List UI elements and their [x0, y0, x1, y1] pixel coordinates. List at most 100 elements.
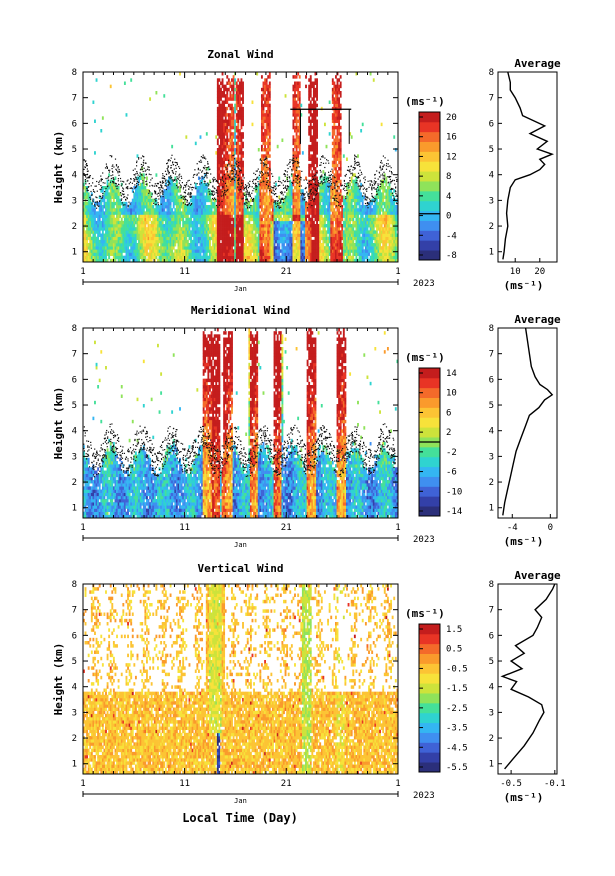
heatmap-cell [260, 116, 263, 120]
heatmap-cell [87, 233, 90, 237]
heatmap-cell [355, 211, 358, 215]
heatmap-cell [311, 220, 314, 225]
heatmap-cell [133, 198, 136, 203]
heatmap-cell [314, 138, 317, 142]
heatmap-cell [298, 214, 301, 218]
heatmap-cell [294, 220, 296, 225]
heatmap-cell [213, 220, 216, 225]
heatmap-cell [130, 208, 133, 212]
heatmap-cell [341, 211, 344, 215]
heatmap-cell [319, 192, 322, 196]
heatmap-cell [229, 173, 232, 177]
heatmap-cell [201, 211, 204, 215]
heatmap-cell [248, 255, 251, 260]
heatmap-cell [116, 201, 118, 206]
heatmap-cell [338, 252, 341, 256]
heatmap-cell [210, 214, 213, 218]
heatmap-cell [164, 258, 167, 262]
heatmap-cell [298, 230, 301, 234]
heatmap-cell [227, 239, 230, 244]
heatmap-cell [257, 192, 260, 196]
heatmap-cell [319, 224, 322, 228]
heatmap-cell [257, 249, 260, 253]
heatmap-cell [294, 163, 296, 168]
heatmap-cell [229, 224, 232, 228]
heatmap-cell [117, 255, 120, 260]
heatmap-cell [279, 211, 282, 215]
heatmap-cell [234, 119, 237, 123]
heatmap-cell [131, 208, 134, 212]
heatmap-cell [319, 227, 322, 231]
heatmap-cell [287, 205, 290, 209]
heatmap-cell [342, 233, 345, 237]
heatmap-cell [284, 214, 287, 218]
heatmap-cell [205, 258, 208, 262]
heatmap-cell [174, 224, 177, 228]
heatmap-cell [346, 214, 348, 218]
heatmap-cell [350, 217, 353, 222]
heatmap-cell [303, 243, 306, 247]
heatmap-cell [235, 87, 238, 92]
heatmap-cell [308, 106, 311, 111]
heatmap-cell [242, 110, 244, 114]
heatmap-cell [335, 97, 337, 101]
heatmap-cell [328, 100, 331, 104]
heatmap-cell [353, 230, 356, 234]
heatmap-cell [297, 230, 300, 234]
heatmap-cell [338, 179, 341, 184]
heatmap-cell [336, 224, 339, 228]
heatmap-cell [166, 230, 169, 234]
heatmap-cell [108, 236, 111, 241]
heatmap-cell [294, 113, 296, 117]
heatmap-cell [331, 217, 334, 222]
heatmap-cell [314, 119, 317, 123]
heatmap-cell [295, 233, 298, 237]
heatmap-cell [292, 75, 295, 79]
heatmap-cell [276, 144, 279, 149]
heatmap-cell [352, 179, 355, 184]
heatmap-cell [188, 258, 191, 262]
heatmap-cell [235, 233, 238, 237]
heatmap-cell [226, 173, 229, 177]
heatmap-cell [105, 214, 107, 218]
heatmap-cell [323, 179, 326, 184]
heatmap-cell [264, 230, 267, 234]
heatmap-cell [141, 205, 144, 209]
heatmap-cell [175, 211, 178, 215]
heatmap-cell [194, 182, 197, 187]
heatmap-cell [306, 224, 309, 228]
heatmap-cell [311, 239, 314, 244]
heatmap-cell [112, 243, 115, 247]
heatmap-cell [147, 205, 150, 209]
heatmap-cell [193, 255, 196, 260]
heatmap-cell [238, 208, 241, 212]
heatmap-cell [163, 246, 166, 250]
heatmap-cell [268, 255, 271, 260]
heatmap-cell [199, 239, 202, 244]
heatmap-cell [254, 198, 257, 203]
heatmap-cell [141, 198, 144, 203]
heatmap-cell [286, 214, 289, 218]
heatmap-cell [83, 205, 85, 209]
heatmap-cell [272, 236, 274, 241]
heatmap-cell [172, 230, 175, 234]
heatmap-cell [109, 246, 112, 250]
heatmap-cell [139, 243, 142, 247]
heatmap-cell [199, 217, 202, 222]
heatmap-cell [257, 198, 260, 203]
heatmap-cell [249, 217, 252, 222]
heatmap-cell [314, 255, 317, 260]
heatmap-cell [133, 220, 136, 225]
heatmap-cell [234, 182, 237, 187]
heatmap-cell [260, 176, 263, 180]
heatmap-cell [158, 249, 161, 253]
heatmap-cell [177, 252, 180, 256]
heatmap-cell [312, 125, 315, 130]
heatmap-cell [312, 182, 315, 187]
heatmap-cell [309, 255, 312, 260]
heatmap-cell [231, 167, 233, 171]
heatmap-cell [234, 243, 237, 247]
heatmap-cell [297, 211, 300, 215]
heatmap-cell [290, 224, 293, 228]
heatmap-cell [305, 249, 307, 253]
